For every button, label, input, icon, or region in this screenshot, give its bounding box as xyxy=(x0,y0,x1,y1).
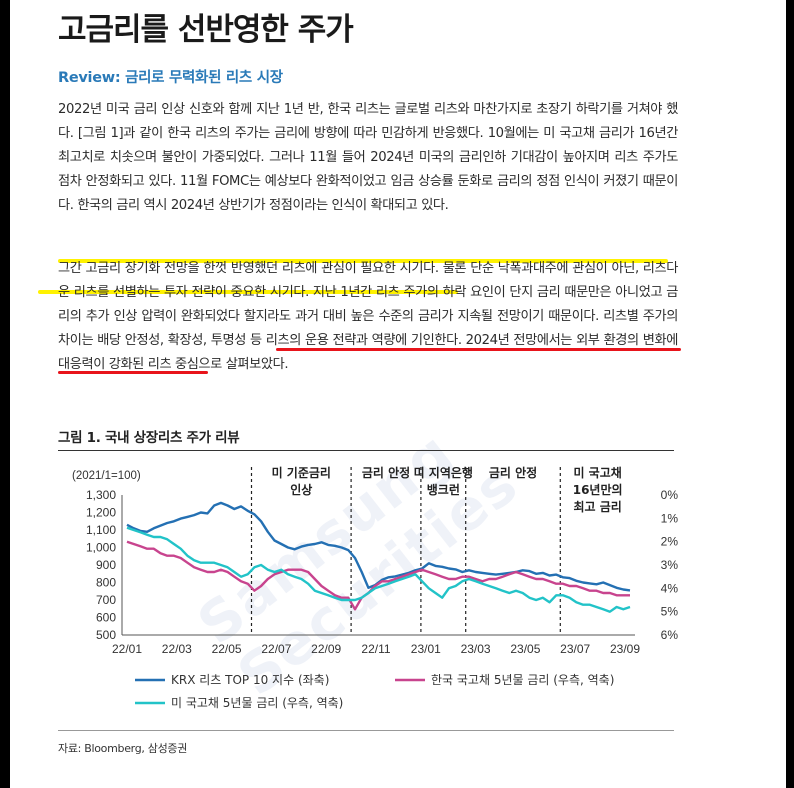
page-title: 고금리를 선반영한 주가 xyxy=(58,12,354,48)
annotation-label: 최고 금리 xyxy=(573,499,621,514)
x-tick-label: 23/07 xyxy=(560,642,590,656)
y-right-tick-label: 1% xyxy=(661,511,679,525)
yellow-highlight-2 xyxy=(38,290,458,294)
x-tick-label: 22/11 xyxy=(361,642,390,656)
annotation-label: 금리 안정 xyxy=(362,465,410,480)
annotation-label: 인상 xyxy=(290,482,312,497)
y-left-tick-label: 900 xyxy=(96,558,116,572)
y-right-tick-label: 6% xyxy=(661,628,679,642)
yellow-highlight-1 xyxy=(58,259,668,263)
review-heading: Review: 금리로 무력화된 리츠 시장 xyxy=(58,70,283,86)
series-line xyxy=(126,526,631,613)
red-underline-2 xyxy=(58,371,208,374)
y-left-tick-label: 1,000 xyxy=(86,541,116,555)
x-tick-label: 22/05 xyxy=(212,642,242,656)
y-left-tick-label: 1,300 xyxy=(86,488,116,502)
paragraph-1: 2022년 미국 금리 인상 신호와 함께 지난 1년 반, 한국 리츠는 글로… xyxy=(58,102,678,213)
report-page: Samsung Securities 고금리를 선반영한 주가 Review: … xyxy=(10,0,786,788)
x-tick-label: 22/09 xyxy=(311,642,341,656)
figure-title: 그림 1. 국내 상장리츠 주가 리뷰 xyxy=(58,430,240,446)
annotation-label: 미 기준금리 xyxy=(272,465,331,480)
red-underline-1 xyxy=(276,348,681,351)
x-tick-label: 22/03 xyxy=(162,642,192,656)
y-left-tick-label: 1,100 xyxy=(86,523,116,537)
y-left-tick-label: 1,200 xyxy=(86,506,116,520)
rates-chart: (2021/1=100) 1,300 1,200 1,100 1,000 900 800 70… xyxy=(72,465,679,710)
y-right-tick-label: 5% xyxy=(661,605,679,619)
series-line xyxy=(126,540,630,611)
x-tick-label: 22/01 xyxy=(112,642,142,656)
legend-label: 미 국고채 5년물 금리 (우측, 역축) xyxy=(171,696,343,710)
y-right-tick-label: 2% xyxy=(661,535,679,549)
x-tick-label: 23/03 xyxy=(461,642,491,656)
annotation-label: 뱅크런 xyxy=(427,482,460,497)
y-left-tick-label: 600 xyxy=(96,611,116,625)
y-right-tick-label: 3% xyxy=(661,558,679,572)
x-tick-label: 23/01 xyxy=(411,642,441,656)
paragraph-2: 그간 고금리 장기화 전망을 한껏 반영했던 리츠에 관심이 필요한 시기다. … xyxy=(58,261,678,372)
legend-label: 한국 국고채 5년물 금리 (우측, 역축) xyxy=(431,673,614,687)
y-left-tick-label: 700 xyxy=(96,593,116,607)
source-note: 자료: Bloomberg, 삼성증권 xyxy=(58,742,188,755)
y-right-tick-label: 4% xyxy=(661,581,679,595)
x-tick-label: 23/05 xyxy=(510,642,540,656)
annotation-label: 금리 안정 xyxy=(489,465,537,480)
annotation-label: 미 지역은행 xyxy=(414,465,473,480)
figure-top-rule xyxy=(58,450,674,451)
annotation-label: 미 국고채 xyxy=(573,465,621,480)
figure-bottom-rule xyxy=(58,730,674,731)
x-tick-label: 22/07 xyxy=(261,642,291,656)
annotation-label: 16년만의 xyxy=(573,482,623,497)
y-left-tick-label: 800 xyxy=(96,576,116,590)
unit-label: (2021/1=100) xyxy=(72,470,141,482)
x-tick-label: 23/09 xyxy=(610,642,640,656)
y-right-tick-label: 0% xyxy=(661,488,679,502)
y-left-tick-label: 500 xyxy=(96,628,116,642)
legend-label: KRX 리츠 TOP 10 지수 (좌축) xyxy=(171,673,329,687)
series-line xyxy=(126,501,631,592)
